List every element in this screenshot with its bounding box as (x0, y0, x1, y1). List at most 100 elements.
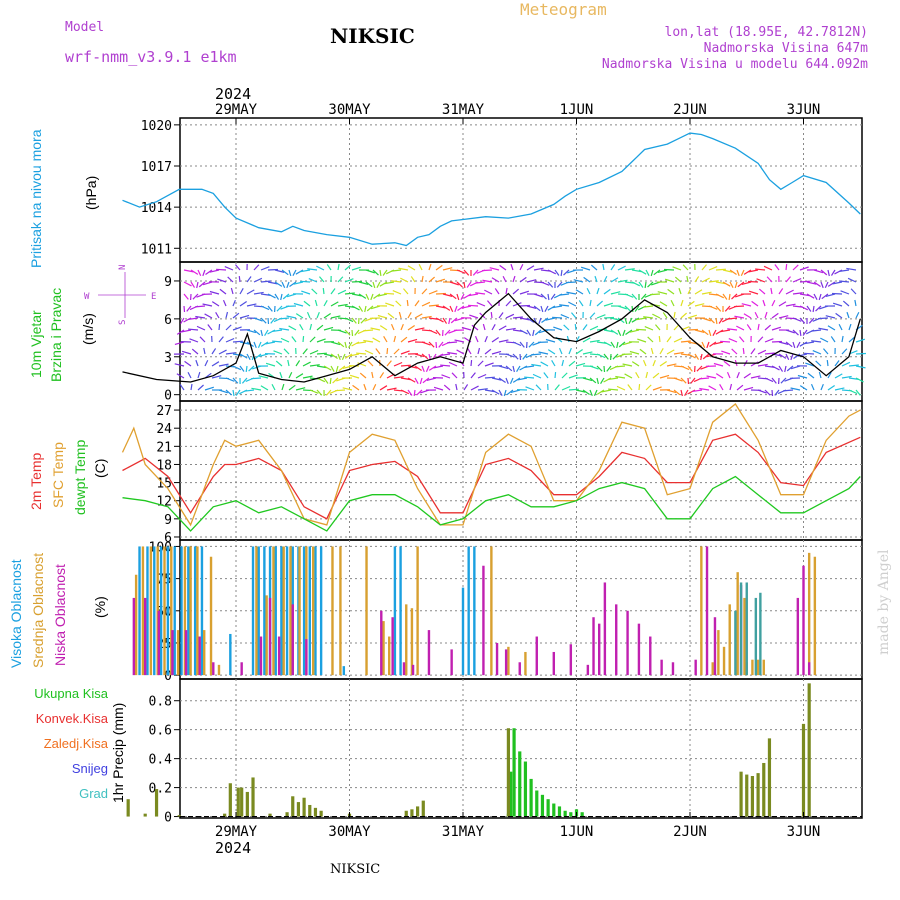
wind-arrow (428, 263, 432, 271)
bar (171, 630, 174, 676)
wind-arrow (232, 326, 242, 331)
wind-arrow (309, 349, 319, 355)
wind-arrow (232, 299, 236, 307)
wind-arrow (631, 361, 640, 367)
wind-arrow (330, 341, 341, 346)
wind-arrow (700, 353, 703, 361)
wind-arrow (610, 264, 616, 271)
wind-arrow (547, 293, 550, 301)
wind-arrow (316, 352, 327, 355)
wind-arrow (352, 384, 360, 391)
wind-arrow (510, 389, 521, 394)
wind-arrow (547, 349, 556, 355)
wind-arrow (463, 384, 469, 391)
wind-arrow (330, 315, 341, 319)
wind-arrow (510, 263, 514, 271)
wind-arrow (295, 387, 306, 391)
wind-arrow (435, 264, 443, 271)
wind-arrow (575, 349, 583, 355)
wind-arrow (232, 365, 242, 371)
wind-arrow (708, 265, 718, 271)
wind-arrow (286, 281, 290, 289)
wind-arrow (750, 375, 761, 379)
wind-arrow (316, 365, 327, 369)
wind-arrow (522, 353, 528, 360)
wind-arrow (736, 269, 740, 277)
wind-arrow (218, 323, 221, 331)
bar (756, 773, 760, 817)
wind-arrow (774, 389, 780, 396)
wind-arrow (706, 375, 717, 379)
wind-arrow (267, 293, 276, 299)
wind-arrow (273, 350, 283, 355)
wind-arrow (456, 281, 463, 288)
wind-arrow (602, 263, 605, 271)
wind-arrow (428, 304, 439, 307)
wind-arrow (512, 275, 516, 283)
bar (421, 800, 425, 817)
wind-arrow (279, 317, 290, 320)
wind-arrow (734, 281, 738, 289)
wind-arrow (202, 269, 206, 277)
wind-arrow (449, 293, 457, 300)
wind-arrow (189, 338, 199, 343)
wind-arrow (491, 277, 500, 283)
wind-arrow (757, 389, 767, 394)
wind-arrow (198, 281, 206, 288)
bar (382, 621, 385, 676)
wind-arrow (486, 300, 493, 307)
wind-arrow (720, 340, 731, 343)
wind-arrow (288, 384, 296, 391)
wind-arrow (734, 315, 745, 319)
wind-arrow (719, 384, 724, 391)
wind-arrow (755, 268, 766, 271)
wind-arrow (400, 277, 409, 283)
wind-arrow (558, 347, 563, 355)
wind-arrow (244, 389, 255, 392)
wind-arrow (482, 269, 493, 272)
wind-arrow (400, 364, 411, 367)
wind-arrow (785, 263, 788, 271)
wind-arrow (281, 383, 285, 391)
bar (268, 813, 272, 817)
bar (807, 552, 811, 676)
bar (402, 662, 406, 676)
wind-arrow (232, 353, 243, 357)
wind-arrow (484, 335, 488, 343)
wind-arrow (603, 341, 612, 347)
wind-arrow (631, 317, 640, 323)
wind-arrow (792, 292, 803, 295)
wind-arrow (239, 365, 245, 372)
wind-arrow (818, 371, 822, 379)
wind-arrow (554, 384, 560, 391)
wind-arrow (400, 350, 410, 355)
wind-arrow (561, 359, 565, 367)
wind-arrow (286, 315, 297, 319)
wind-arrow (673, 377, 683, 382)
ytick-label: 0.8 (149, 695, 172, 710)
wind-arrow (239, 353, 248, 359)
wind-arrow (435, 305, 446, 309)
xtick-bottom-label: 29MAY (215, 824, 258, 840)
wind-arrow (225, 352, 236, 355)
wind-arrow (283, 348, 290, 355)
wind-arrow (694, 329, 705, 333)
wind-arrow (624, 373, 633, 379)
wind-arrow (351, 329, 354, 337)
wind-arrow (246, 276, 252, 283)
wind-arrow (680, 312, 688, 319)
wind-arrow (631, 269, 642, 273)
wind-arrow (335, 389, 346, 392)
wind-arrow (230, 287, 234, 295)
wind-arrow (337, 289, 347, 295)
bar (189, 546, 192, 676)
wind-arrow (771, 299, 776, 307)
wind-arrow (526, 317, 535, 323)
wind-arrow (276, 305, 283, 312)
wind-arrow (364, 349, 374, 355)
wind-arrow (556, 281, 563, 288)
wind-arrow (393, 376, 404, 379)
wind-arrow (653, 269, 661, 276)
wind-arrow (731, 348, 738, 355)
bar (399, 546, 402, 676)
